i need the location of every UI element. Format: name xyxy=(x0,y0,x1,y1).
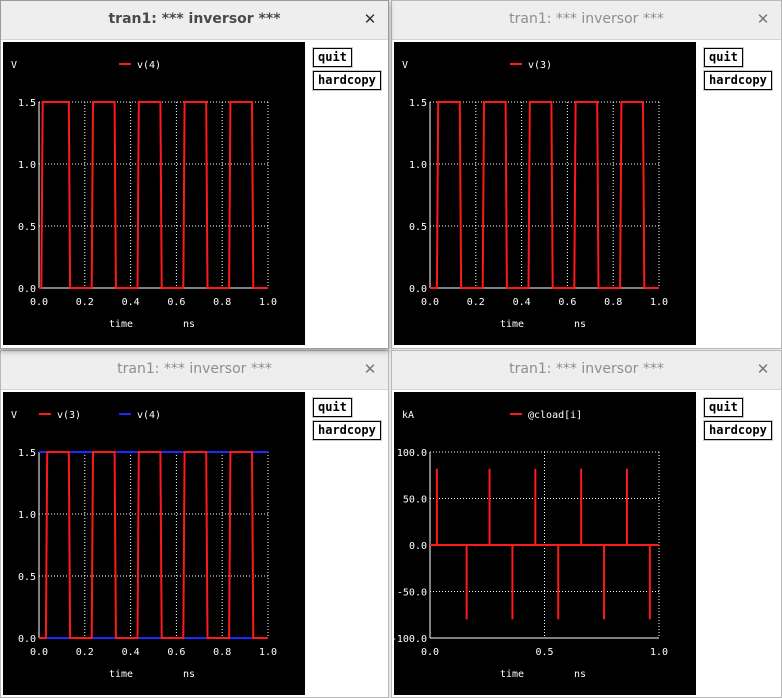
series-line xyxy=(430,101,659,289)
y-tick-label: 0.0 xyxy=(409,541,427,552)
y-tick-label: -100.0 xyxy=(394,634,427,645)
quit-button[interactable]: quit xyxy=(313,398,352,417)
hardcopy-button[interactable]: hardcopy xyxy=(313,421,381,440)
y-tick-label: 1.0 xyxy=(18,510,36,521)
x-tick-label: 0.0 xyxy=(30,297,48,308)
series-line xyxy=(39,101,268,289)
hardcopy-button[interactable]: hardcopy xyxy=(704,421,772,440)
waveform-chart: kA @cload[i] 0.0 0.5 1.0 -100.0 -50.0 0.0 50.0 10… xyxy=(394,410,668,680)
y-tick-label: 0.5 xyxy=(18,572,36,583)
x-tick-label: 0.0 xyxy=(421,647,439,658)
x-tick-label: 0.5 xyxy=(535,647,553,658)
x-tick-label: 0.2 xyxy=(76,297,94,308)
x-tick-label: 0.8 xyxy=(213,297,231,308)
window-title: tran1: *** inversor *** xyxy=(117,361,272,377)
x-tick-label: 0.2 xyxy=(76,647,94,658)
window-titlebar[interactable]: tran1: *** inversor *** ✕ xyxy=(1,351,388,390)
x-tick-label: 0.6 xyxy=(558,297,576,308)
quit-button[interactable]: quit xyxy=(704,48,743,67)
y-tick-label: 0.0 xyxy=(18,284,36,295)
legend-label: v(4) xyxy=(137,60,161,71)
y-axis-label: V xyxy=(11,60,17,71)
hardcopy-button[interactable]: hardcopy xyxy=(313,71,381,90)
window-titlebar[interactable]: tran1: *** inversor *** ✕ xyxy=(1,1,388,40)
x-unit-label: ns xyxy=(183,669,195,680)
y-tick-label: 0.5 xyxy=(18,222,36,233)
plot-window-cload-current[interactable]: tran1: *** inversor *** ✕ kA @cload[i] 0.0… xyxy=(391,350,782,698)
x-tick-label: 0.8 xyxy=(604,297,622,308)
y-tick-label: 1.0 xyxy=(409,160,427,171)
close-icon[interactable]: ✕ xyxy=(363,360,377,378)
y-tick-label: 1.5 xyxy=(18,98,36,109)
plot-area: kA @cload[i] 0.0 0.5 1.0 -100.0 -50.0 0.0 50.0 10… xyxy=(394,392,696,695)
y-tick-label: 1.0 xyxy=(18,160,36,171)
window-title: tran1: *** inversor *** xyxy=(108,11,281,27)
legend-label: v(3) xyxy=(57,410,81,421)
y-axis-label: kA xyxy=(402,410,414,421)
y-axis-label: V xyxy=(11,410,17,421)
window-title: tran1: *** inversor *** xyxy=(509,11,664,27)
x-tick-label: 0.4 xyxy=(122,647,140,658)
x-axis-label: time xyxy=(500,669,524,680)
x-tick-label: 0.8 xyxy=(213,647,231,658)
window-titlebar[interactable]: tran1: *** inversor *** ✕ xyxy=(392,351,781,390)
y-tick-label: 0.5 xyxy=(409,222,427,233)
close-icon[interactable]: ✕ xyxy=(756,360,770,378)
y-tick-label: 0.0 xyxy=(18,634,36,645)
x-tick-label: 0.2 xyxy=(467,297,485,308)
x-unit-label: ns xyxy=(574,319,586,330)
x-axis-label: time xyxy=(109,669,133,680)
x-tick-label: 0.4 xyxy=(513,297,531,308)
y-tick-label: 1.5 xyxy=(409,98,427,109)
quit-button[interactable]: quit xyxy=(313,48,352,67)
y-tick-label: 50.0 xyxy=(403,495,427,506)
y-tick-label: 1.5 xyxy=(18,448,36,459)
x-tick-label: 0.0 xyxy=(30,647,48,658)
legend-label: v(4) xyxy=(137,410,161,421)
x-axis-label: time xyxy=(109,319,133,330)
quit-button[interactable]: quit xyxy=(704,398,743,417)
x-tick-label: 0.4 xyxy=(122,297,140,308)
legend-label: @cload[i] xyxy=(528,410,582,421)
close-icon[interactable]: ✕ xyxy=(756,10,770,28)
x-unit-label: ns xyxy=(183,319,195,330)
legend-label: v(3) xyxy=(528,60,552,71)
y-tick-label: 0.0 xyxy=(409,284,427,295)
window-title: tran1: *** inversor *** xyxy=(509,361,664,377)
x-tick-label: 0.6 xyxy=(167,647,185,658)
y-axis-label: V xyxy=(402,60,408,71)
y-tick-label: 100.0 xyxy=(397,448,427,459)
y-tick-label: -50.0 xyxy=(397,588,427,599)
window-titlebar[interactable]: tran1: *** inversor *** ✕ xyxy=(392,1,781,40)
series-line xyxy=(39,451,268,639)
x-tick-label: 1.0 xyxy=(259,647,277,658)
x-tick-label: 0.0 xyxy=(421,297,439,308)
x-unit-label: ns xyxy=(574,669,586,680)
x-tick-label: 0.6 xyxy=(167,297,185,308)
x-tick-label: 1.0 xyxy=(650,647,668,658)
x-tick-label: 1.0 xyxy=(259,297,277,308)
hardcopy-button[interactable]: hardcopy xyxy=(704,71,772,90)
x-tick-label: 1.0 xyxy=(650,297,668,308)
x-axis-label: time xyxy=(500,319,524,330)
close-icon[interactable]: ✕ xyxy=(363,10,377,28)
